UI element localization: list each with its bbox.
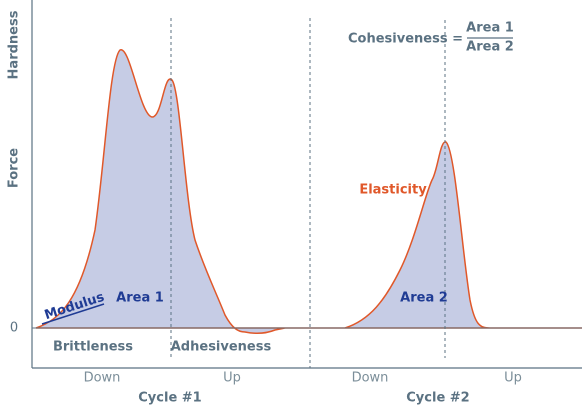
phase-label: Up bbox=[223, 371, 241, 386]
cycle-label: Cycle #2 bbox=[406, 391, 469, 406]
elasticity-label: Elasticity bbox=[359, 183, 427, 198]
zero-label: 0 bbox=[10, 321, 18, 336]
formula-numerator: Area 1 bbox=[466, 21, 514, 36]
y-label-top: Hardness bbox=[7, 10, 22, 79]
cycle1-area bbox=[35, 49, 286, 335]
phase-label: Up bbox=[504, 371, 522, 386]
formula-label: Cohesiveness = bbox=[348, 32, 463, 47]
area1-label: Area 1 bbox=[116, 291, 164, 306]
brittleness-label: Brittleness bbox=[53, 340, 133, 355]
adhesiveness-label: Adhesiveness bbox=[171, 340, 272, 355]
cycle-label: Cycle #1 bbox=[138, 391, 201, 406]
formula-denominator: Area 2 bbox=[466, 40, 514, 55]
y-label: Force bbox=[7, 148, 22, 188]
modulus-line bbox=[41, 303, 105, 325]
area2-label: Area 2 bbox=[400, 291, 448, 306]
phase-label: Down bbox=[84, 371, 121, 386]
cycle2-area bbox=[344, 141, 491, 329]
phase-label: Down bbox=[352, 371, 389, 386]
